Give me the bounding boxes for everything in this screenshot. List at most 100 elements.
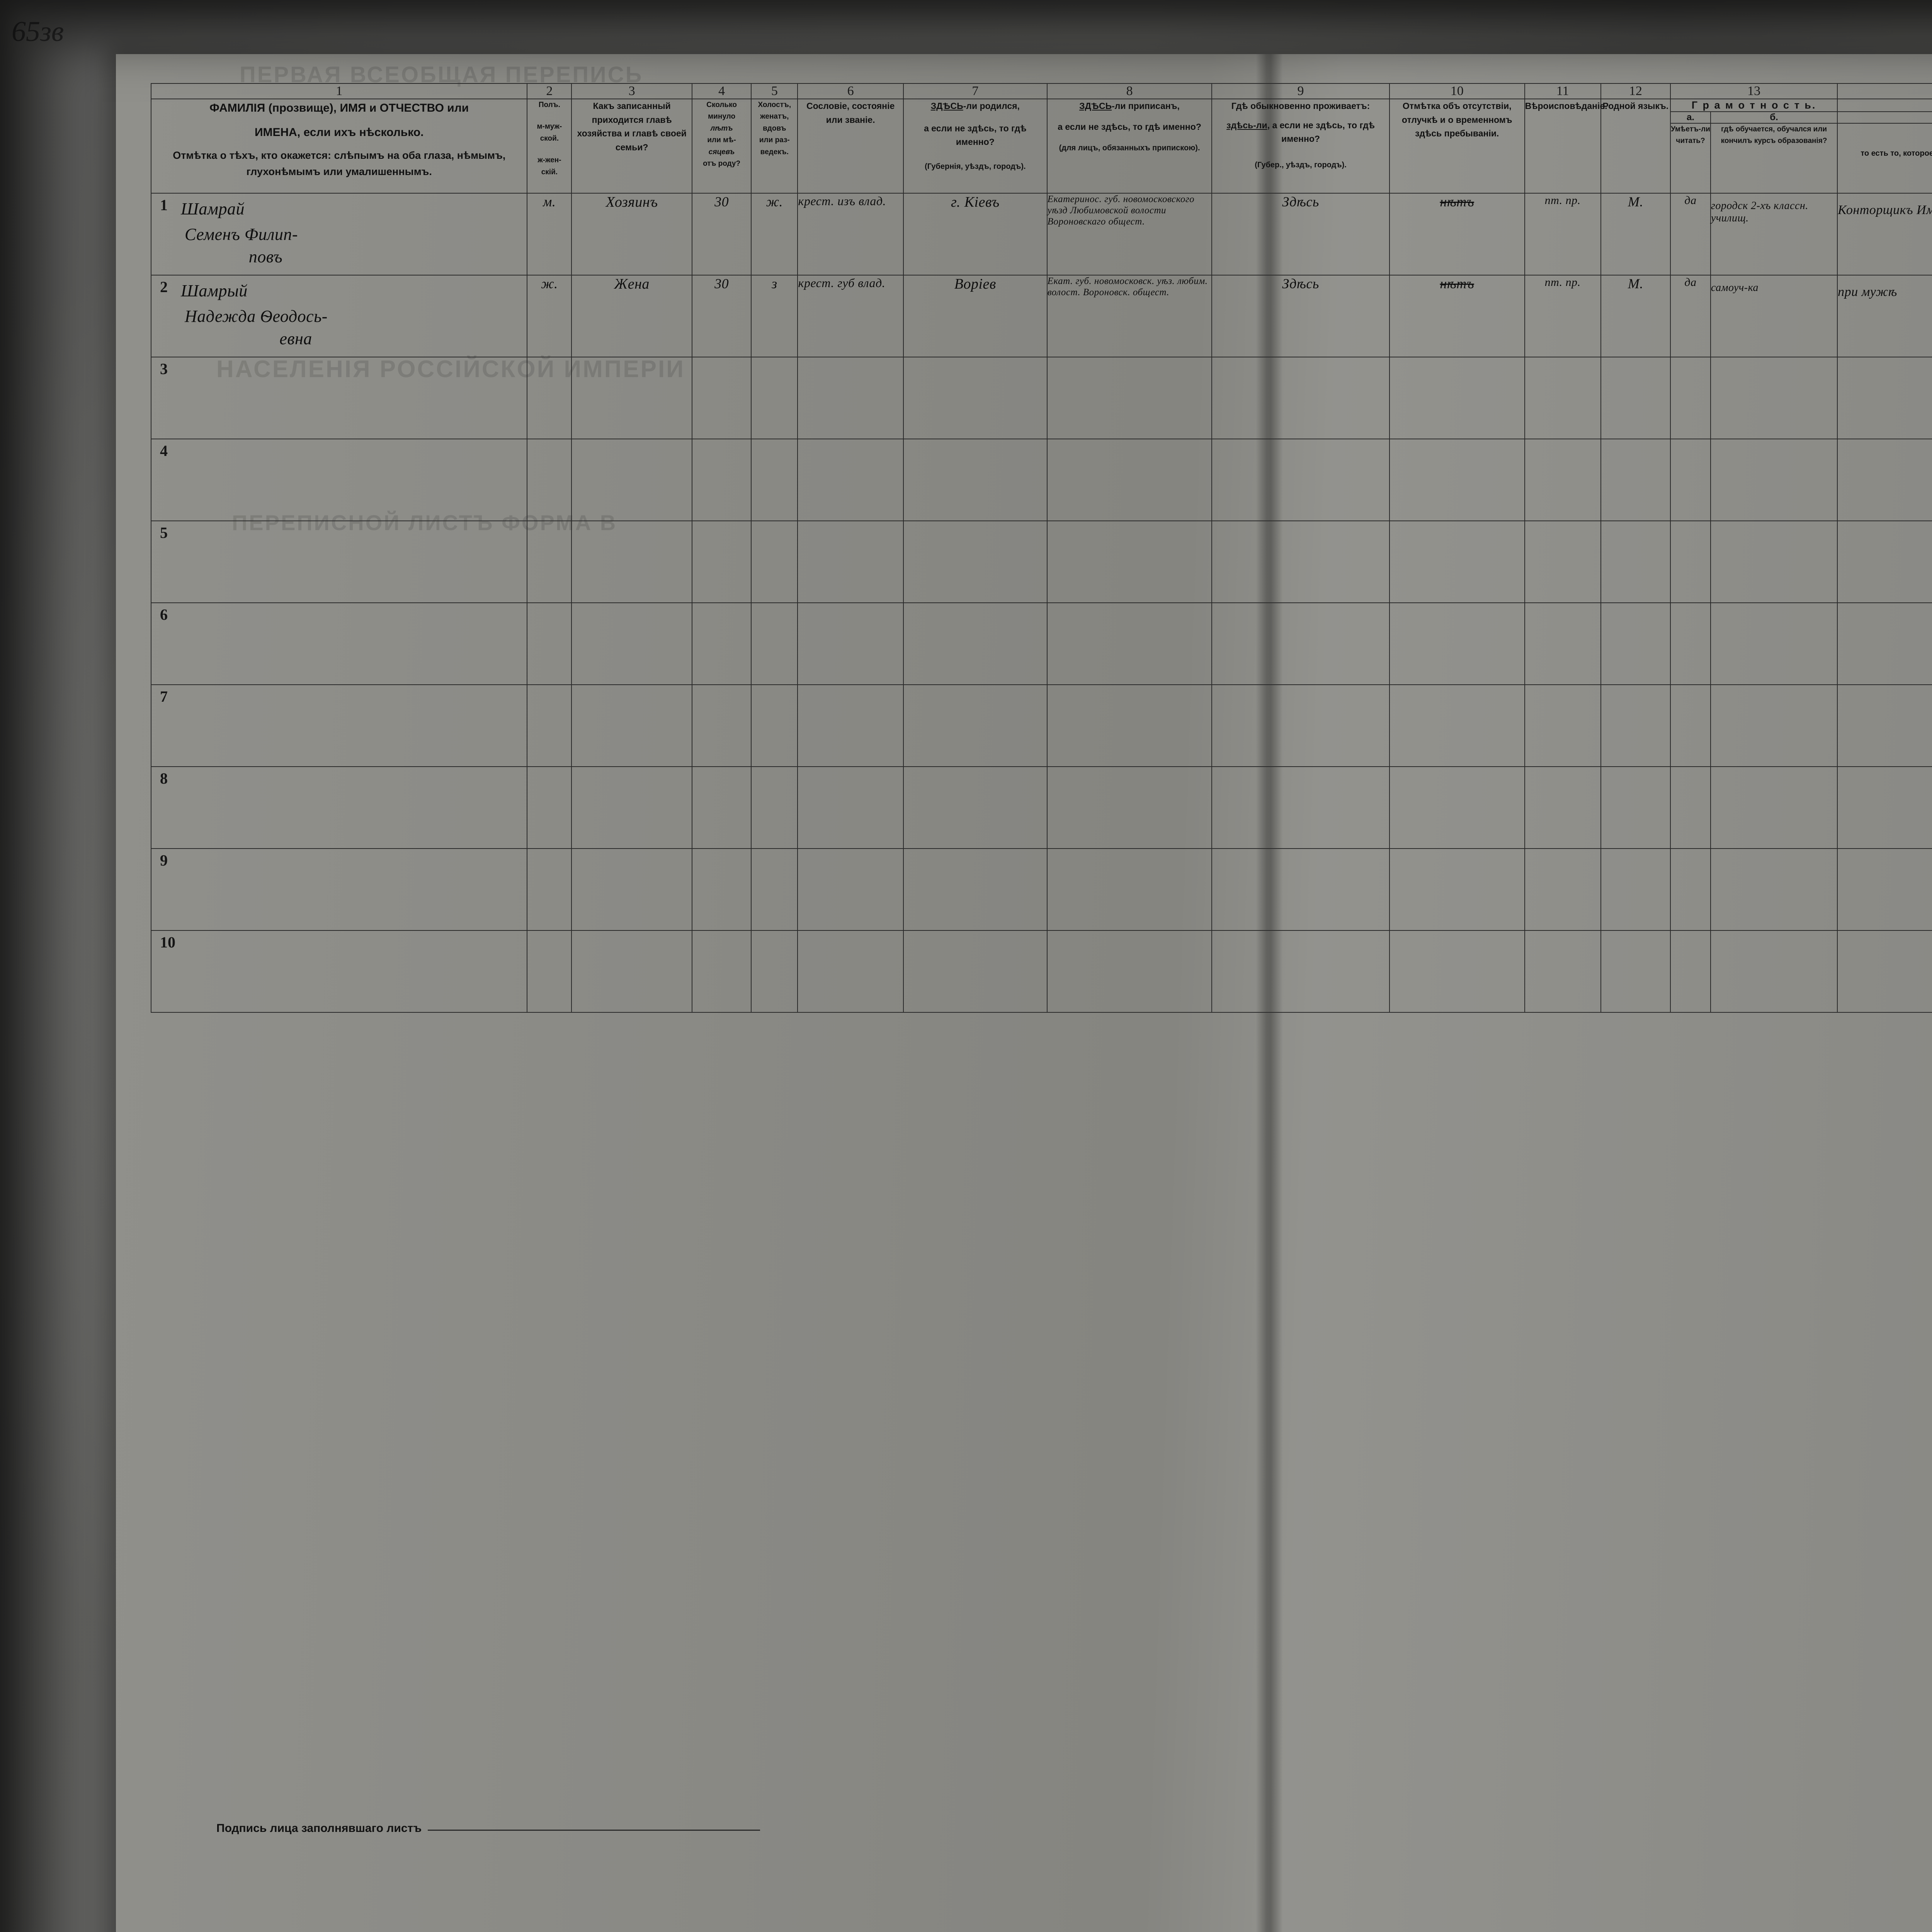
cell-marital[interactable] [751, 766, 798, 849]
cell-name[interactable]: 1 Шамрай Семенъ Филип- повъ [150, 192, 528, 276]
cell-residence[interactable] [1211, 356, 1390, 439]
cell-birthplace[interactable]: Воріев [903, 274, 1048, 357]
signature-line[interactable] [428, 1830, 760, 1831]
cell-sex[interactable]: м. [527, 192, 572, 276]
cell-religion[interactable]: пт. пр. [1524, 274, 1601, 357]
cell-literacy-b[interactable]: городск 2-хъ классн. училищ. [1710, 192, 1838, 276]
table-row[interactable]: 7 1 2 [150, 684, 1932, 767]
cell-age[interactable] [692, 438, 752, 521]
cell-sex[interactable]: ж. [527, 274, 572, 357]
cell-literacy-a[interactable] [1670, 930, 1711, 1013]
cell-residence[interactable]: Здѣсь [1211, 274, 1390, 357]
cell-occupation-main[interactable] [1837, 848, 1932, 931]
cell-birthplace[interactable] [903, 930, 1048, 1013]
cell-relation[interactable]: Жена [571, 274, 693, 357]
cell-estate[interactable] [797, 684, 904, 767]
cell-marital[interactable]: з [751, 274, 798, 357]
table-row[interactable]: 5 1 2 [150, 520, 1932, 603]
cell-occupation-main[interactable] [1837, 602, 1932, 685]
cell-sex[interactable] [527, 602, 572, 685]
cell-sex[interactable] [527, 848, 572, 931]
cell-registered[interactable] [1046, 848, 1213, 931]
cell-estate[interactable]: крест. изъ влад. [797, 192, 904, 276]
cell-age[interactable] [692, 520, 752, 603]
cell-sex[interactable] [527, 520, 572, 603]
cell-registered[interactable] [1046, 930, 1213, 1013]
cell-relation[interactable] [571, 766, 693, 849]
cell-residence[interactable] [1211, 438, 1390, 521]
cell-religion[interactable]: пт. пр. [1524, 192, 1601, 276]
table-row[interactable]: 2 Шамрый Надежда Ѳеодось- евна ж. Жена 3… [150, 274, 1932, 357]
cell-sex[interactable] [527, 930, 572, 1013]
cell-language[interactable] [1600, 848, 1671, 931]
cell-name[interactable]: 3 [150, 356, 528, 439]
cell-literacy-a[interactable]: да [1670, 274, 1711, 357]
cell-literacy-a[interactable]: да [1670, 192, 1711, 276]
cell-residence[interactable] [1211, 602, 1390, 685]
cell-absence[interactable] [1389, 356, 1525, 439]
cell-relation[interactable] [571, 520, 693, 603]
cell-occupation-main[interactable]: при мужѣ [1837, 274, 1932, 357]
cell-birthplace[interactable] [903, 356, 1048, 439]
cell-absence[interactable] [1389, 438, 1525, 521]
cell-marital[interactable] [751, 848, 798, 931]
cell-birthplace[interactable] [903, 438, 1048, 521]
cell-literacy-b[interactable] [1710, 356, 1838, 439]
cell-occupation-main[interactable] [1837, 930, 1932, 1013]
cell-absence[interactable] [1389, 684, 1525, 767]
cell-religion[interactable] [1524, 520, 1601, 603]
cell-literacy-b[interactable]: самоуч-ка [1710, 274, 1838, 357]
cell-estate[interactable] [797, 602, 904, 685]
cell-literacy-a[interactable] [1670, 520, 1711, 603]
table-row[interactable]: 10 1 2 [150, 930, 1932, 1013]
cell-estate[interactable] [797, 438, 904, 521]
cell-residence[interactable] [1211, 520, 1390, 603]
cell-language[interactable] [1600, 438, 1671, 521]
cell-age[interactable]: 30 [692, 274, 752, 357]
cell-literacy-b[interactable] [1710, 684, 1838, 767]
cell-sex[interactable] [527, 438, 572, 521]
cell-religion[interactable] [1524, 602, 1601, 685]
cell-name[interactable]: 9 [150, 848, 528, 931]
cell-age[interactable] [692, 930, 752, 1013]
cell-literacy-b[interactable] [1710, 438, 1838, 521]
cell-language[interactable] [1600, 356, 1671, 439]
cell-marital[interactable] [751, 602, 798, 685]
cell-marital[interactable] [751, 438, 798, 521]
table-row[interactable]: 3 1 2 [150, 356, 1932, 439]
cell-relation[interactable] [571, 848, 693, 931]
cell-registered[interactable] [1046, 602, 1213, 685]
cell-age[interactable] [692, 602, 752, 685]
cell-religion[interactable] [1524, 438, 1601, 521]
cell-relation[interactable] [571, 438, 693, 521]
cell-language[interactable] [1600, 602, 1671, 685]
cell-marital[interactable]: ж. [751, 192, 798, 276]
cell-age[interactable]: 30 [692, 192, 752, 276]
cell-relation[interactable] [571, 602, 693, 685]
cell-language[interactable] [1600, 766, 1671, 849]
cell-name[interactable]: 6 [150, 602, 528, 685]
cell-name[interactable]: 4 [150, 438, 528, 521]
cell-name[interactable]: 2 Шамрый Надежда Ѳеодось- евна [150, 274, 528, 357]
cell-birthplace[interactable] [903, 766, 1048, 849]
table-row[interactable]: 1 Шамрай Семенъ Филип- повъ м. Хозяинъ 3… [150, 192, 1932, 276]
cell-literacy-b[interactable] [1710, 848, 1838, 931]
cell-marital[interactable] [751, 684, 798, 767]
cell-occupation-main[interactable] [1837, 520, 1932, 603]
cell-name[interactable]: 8 [150, 766, 528, 849]
cell-residence[interactable] [1211, 848, 1390, 931]
cell-registered[interactable]: Екат. губ. новомосковск. уѣз. любим. вол… [1046, 274, 1213, 357]
cell-literacy-a[interactable] [1670, 438, 1711, 521]
cell-sex[interactable] [527, 356, 572, 439]
cell-estate[interactable]: крест. губ влад. [797, 274, 904, 357]
cell-occupation-main[interactable] [1837, 356, 1932, 439]
cell-marital[interactable] [751, 520, 798, 603]
cell-language[interactable] [1600, 684, 1671, 767]
cell-religion[interactable] [1524, 848, 1601, 931]
cell-absence[interactable]: нѣтъ [1389, 274, 1525, 357]
cell-literacy-b[interactable] [1710, 520, 1838, 603]
cell-literacy-a[interactable] [1670, 766, 1711, 849]
cell-registered[interactable] [1046, 520, 1213, 603]
cell-residence[interactable] [1211, 766, 1390, 849]
cell-marital[interactable] [751, 356, 798, 439]
